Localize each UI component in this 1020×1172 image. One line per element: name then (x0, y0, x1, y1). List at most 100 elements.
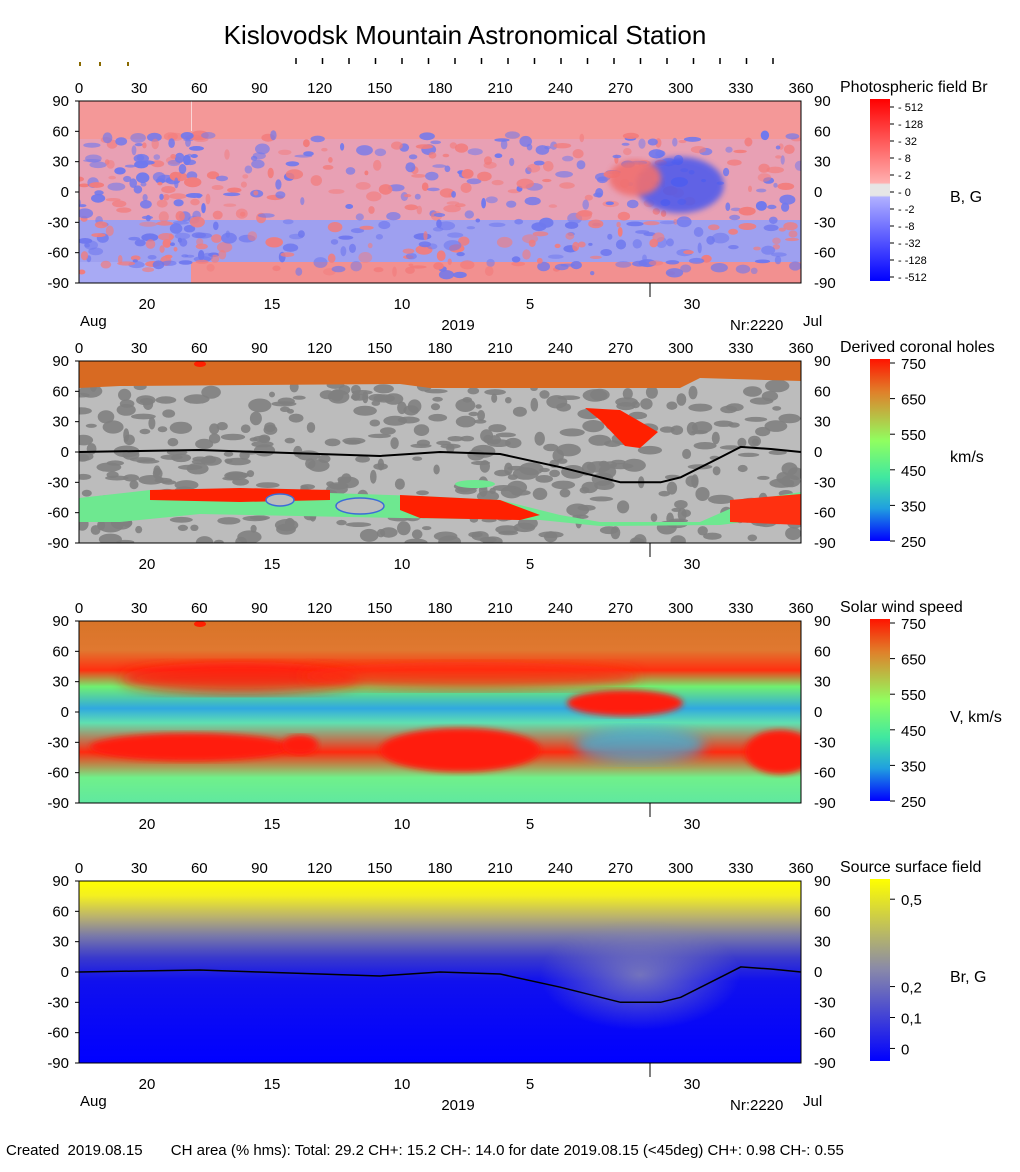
lon-tick-label: 30 (131, 600, 148, 617)
lat-tick-label-right: 60 (814, 903, 831, 920)
lat-tick-label-left: 90 (52, 873, 69, 890)
lat-tick-label-left: -60 (47, 1025, 69, 1042)
colorbar-tick-label: 0,1 (901, 1011, 922, 1028)
lat-tick-label-left: 60 (52, 123, 69, 140)
lat-tick-label-right: -30 (814, 474, 836, 491)
lat-tick-label-right: 0 (814, 444, 822, 461)
lat-tick-label-right: 60 (814, 123, 831, 140)
date-tick-label: 15 (264, 556, 281, 573)
lat-tick-label-right: 0 (814, 184, 822, 201)
month-right-label: Jul (803, 313, 822, 330)
lat-tick-label-right: -90 (814, 795, 836, 812)
lat-tick-label-right: 90 (814, 93, 831, 110)
lon-tick-label: 180 (427, 600, 452, 617)
date-tick-label: 10 (394, 296, 411, 313)
lat-tick-label-right: 90 (814, 873, 831, 890)
colorbar (870, 619, 890, 801)
lat-tick-label-right: 90 (814, 353, 831, 370)
created-date: 2019.08.15 (67, 1142, 143, 1159)
lat-tick-label-left: -90 (47, 275, 69, 292)
lon-tick-label: 240 (548, 340, 573, 357)
lat-tick-label-left: 90 (52, 353, 69, 370)
lon-tick-label: 60 (191, 340, 208, 357)
colorbar-tick-label: - -8 (898, 221, 915, 233)
lon-tick-label: 150 (367, 340, 392, 357)
lon-tick-label: 210 (488, 860, 513, 877)
lon-tick-label: 300 (668, 80, 693, 97)
lon-tick-label: 240 (548, 600, 573, 617)
date-tick-label: 30 (684, 556, 701, 573)
colorbar-tick-label: - 32 (898, 136, 917, 148)
lat-tick-label-left: -90 (47, 795, 69, 812)
lon-tick-label: 210 (488, 340, 513, 357)
lat-tick-label-right: 30 (814, 414, 831, 431)
lon-tick-label: 90 (251, 860, 268, 877)
date-tick-label: 15 (264, 296, 281, 313)
lat-tick-label-left: -60 (47, 765, 69, 782)
lon-tick-label: 120 (307, 860, 332, 877)
date-tick-label: 10 (394, 556, 411, 573)
lon-tick-label: 30 (131, 80, 148, 97)
rotation-label: Nr:2220 (730, 1097, 783, 1114)
lon-tick-label: 270 (608, 860, 633, 877)
colorbar-tick-label: - 8 (898, 153, 911, 165)
colorbar-tick-label: 550 (901, 687, 926, 704)
date-tick-label: 5 (526, 1076, 534, 1093)
panel-title: Photospheric field Br (840, 79, 988, 96)
lon-tick-label: 0 (75, 340, 83, 357)
lon-tick-label: 90 (251, 340, 268, 357)
lon-tick-label: 330 (728, 860, 753, 877)
lon-tick-label: 180 (427, 860, 452, 877)
month-left-label: Aug (80, 313, 107, 330)
month-right-label: Jul (803, 1093, 822, 1110)
lat-tick-label-right: -30 (814, 734, 836, 751)
colorbar-unit: km/s (950, 449, 984, 466)
colorbar-tick-label: - -2 (898, 204, 915, 216)
lon-tick-label: 330 (728, 600, 753, 617)
lat-tick-label-left: 60 (52, 643, 69, 660)
rotation-label: Nr:2220 (730, 317, 783, 334)
date-tick-label: 5 (526, 556, 534, 573)
lat-tick-label-left: -30 (47, 474, 69, 491)
created-label: Created (6, 1142, 60, 1159)
colorbar-tick-label: 350 (901, 758, 926, 775)
colorbar-tick-label: - 128 (898, 119, 923, 131)
lon-tick-label: 210 (488, 80, 513, 97)
lon-tick-label: 360 (788, 340, 813, 357)
lat-tick-label-left: -90 (47, 1055, 69, 1072)
lat-tick-label-right: -90 (814, 535, 836, 552)
lat-tick-label-right: -30 (814, 214, 836, 231)
lat-tick-label-left: 0 (61, 964, 69, 981)
lat-tick-label-left: -30 (47, 994, 69, 1011)
lon-tick-label: 120 (307, 340, 332, 357)
colorbar-tick-label: 550 (901, 427, 926, 444)
lat-tick-label-right: 0 (814, 964, 822, 981)
lon-tick-label: 30 (131, 860, 148, 877)
month-left-label: Aug (80, 1093, 107, 1110)
date-tick-label: 20 (139, 556, 156, 573)
colorbar-tick-label: - 0 (898, 187, 911, 199)
panel-title: Solar wind speed (840, 599, 963, 616)
colorbar-tick-label: - -128 (898, 255, 927, 267)
colorbar-tick-label: 750 (901, 356, 926, 373)
footer: Created 2019.08.15 CH area (% hms): Tota… (6, 1142, 848, 1159)
lat-tick-label-right: -60 (814, 245, 836, 262)
year-label: 2019 (441, 317, 474, 334)
colorbar-tick-label: - 512 (898, 102, 923, 114)
lon-tick-label: 180 (427, 340, 452, 357)
lon-tick-label: 330 (728, 80, 753, 97)
lon-tick-label: 330 (728, 340, 753, 357)
colorbar-tick-label: 250 (901, 794, 926, 811)
colorbar-tick-label: 250 (901, 534, 926, 551)
page-title: Kislovodsk Mountain Astronomical Station (223, 20, 707, 50)
lon-tick-label: 150 (367, 600, 392, 617)
lat-tick-label-right: 60 (814, 643, 831, 660)
source-surface-map (79, 881, 801, 1063)
lon-tick-label: 270 (608, 600, 633, 617)
lat-tick-label-left: 90 (52, 93, 69, 110)
lon-tick-label: 0 (75, 600, 83, 617)
lat-tick-label-left: 30 (52, 154, 69, 171)
panel-title: Source surface field (840, 859, 981, 876)
lat-tick-label-right: -60 (814, 1025, 836, 1042)
